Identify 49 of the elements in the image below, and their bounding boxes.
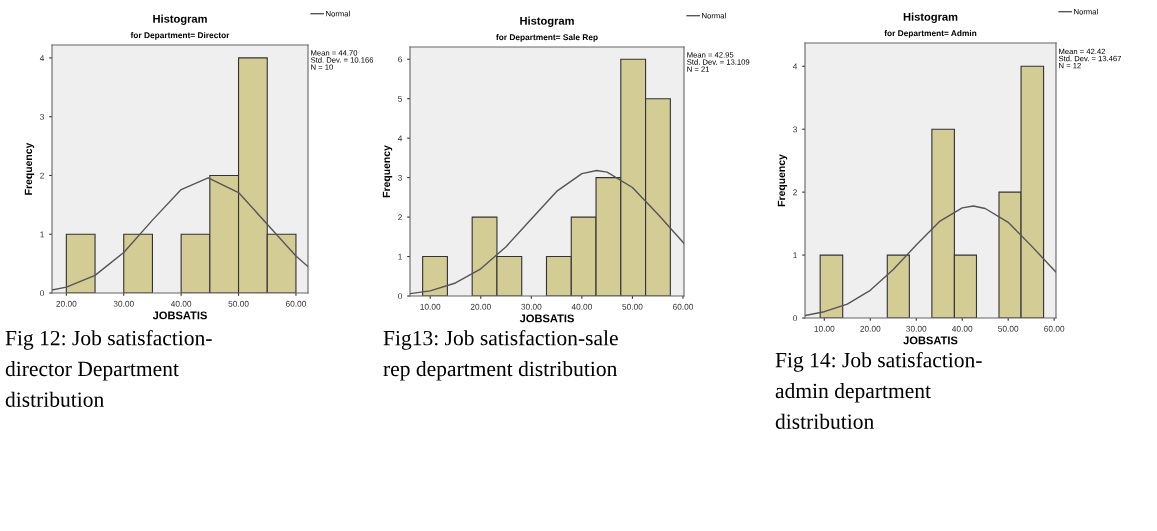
caption: Fig 14: Job satisfaction- admin department distribution [775,352,982,429]
y-tick-label: 5 [398,95,403,102]
y-axis-title: Frequency [24,142,35,195]
y-tick-label: 2 [793,189,797,196]
y-tick-label: 3 [793,126,797,133]
x-tick-label: 20.00 [56,300,77,307]
x-axis-title: JOBSATIS [152,311,207,320]
x-tick-label: 30.00 [906,325,927,332]
x-tick-label: 10.00 [814,325,835,332]
y-tick-label: 1 [40,231,44,238]
x-tick-label: 40.00 [571,303,592,310]
x-tick-label: 40.00 [170,300,192,307]
chart-subtitle: for Department= Admin [884,30,977,38]
chart-subtitle: for Department= Director [130,32,230,40]
chart-title: Histogram [520,16,574,27]
x-tick-label: 20.00 [470,303,491,310]
y-tick-label: 0 [398,293,403,300]
y-tick-label: 4 [397,135,403,142]
y-tick-label: 3 [40,113,44,120]
x-tick-label: 60.00 [1044,325,1065,332]
chart-title: Histogram [153,14,207,25]
y-tick-label: 6 [398,56,402,63]
y-axis-title: Frequency [382,145,393,198]
y-tick-label: 1 [398,253,402,260]
y-tick-label: 4 [792,63,798,70]
chart-subtitle: for Department= Sale Rep [496,34,598,42]
x-tick-label: 50.00 [998,325,1019,332]
x-tick-label: 20.00 [860,325,881,332]
x-tick-label: 50.00 [228,300,249,307]
y-tick-label: 3 [398,174,402,181]
x-tick-label: 30.00 [521,303,542,310]
caption: Fig 12: Job satisfaction- director Department distribution [5,330,212,407]
y-tick-label: 2 [398,214,402,221]
x-tick-label: 30.00 [113,300,134,307]
y-axis-title: Frequency [777,154,788,207]
y-tick-label: 1 [793,252,797,259]
caption: Fig13: Job satisfaction-sale rep department distribution [383,330,618,381]
y-tick-label: 0 [793,315,798,322]
chart-title: Histogram [903,12,958,23]
x-tick-label: 60.00 [285,300,307,307]
x-tick-label: 60.00 [672,303,694,310]
x-axis-title: JOBSATIS [903,336,958,345]
y-tick-label: 2 [40,172,44,179]
x-tick-label: 50.00 [622,303,643,310]
x-tick-label: 40.00 [951,325,973,332]
x-axis-title: JOBSATIS [519,314,574,323]
x-tick-label: 10.00 [420,303,441,310]
y-tick-label: 0 [40,290,45,297]
y-tick-label: 4 [39,55,45,61]
